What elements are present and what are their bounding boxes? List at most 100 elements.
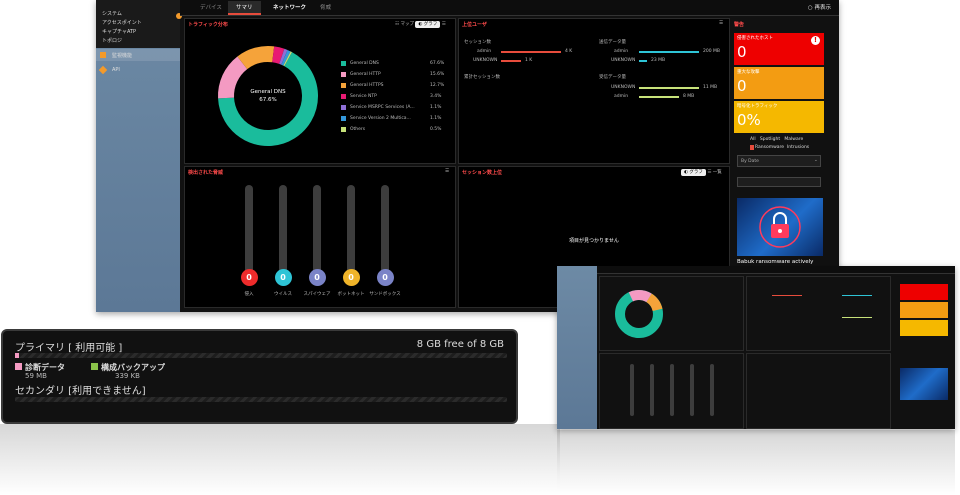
donut-slice-4[interactable] (272, 46, 285, 64)
threat-bar-1 (245, 185, 253, 275)
mini-traffic-panel (599, 276, 744, 351)
donut-slice-6[interactable] (281, 49, 291, 66)
recv-row-2-name: admin (614, 94, 629, 99)
alert-1-value: 0 (737, 43, 747, 61)
chevron-down-icon: ⌄ (814, 158, 818, 163)
session-toggle[interactable]: ◐ グラフ ☰ 一覧 (681, 169, 722, 176)
threat-count-3[interactable]: 0 (308, 269, 326, 286)
legend-label-1[interactable]: General DNS (350, 61, 379, 66)
alert-compromised-hosts[interactable]: 侵害されたホスト 0 ! (734, 33, 824, 65)
legend-label-2[interactable]: General HTTP (350, 72, 381, 77)
mini-news-image (900, 368, 948, 400)
toggle-map[interactable]: マップ (400, 22, 414, 27)
donut-slice-2[interactable] (218, 56, 248, 99)
toggle-graph-label: グラフ (423, 22, 438, 27)
legend-swatch-3 (341, 83, 346, 88)
monitor-icon (100, 52, 106, 58)
sent-row-1-val: 200 MB (703, 49, 720, 54)
sidebar-item-topology[interactable]: トポロジ (102, 38, 123, 44)
legend-swatch-4 (341, 94, 346, 99)
news-tab-malware[interactable]: Malware (784, 137, 804, 142)
legend-label-5[interactable]: Service MSRPC Services (A... (350, 105, 415, 110)
tab-summary[interactable]: サマリ (228, 1, 261, 15)
api-icon (98, 65, 108, 75)
news-sort-label: By Date (741, 159, 759, 164)
secondary-storage-label: セカンダリ [利用できません] (15, 386, 146, 397)
tab-network[interactable]: ネットワーク (273, 5, 307, 11)
help-button[interactable]: ○ 再表示 (808, 3, 831, 11)
session-toggle-graph[interactable]: ◐ グラフ (681, 169, 706, 176)
news-sort-select[interactable]: By Date ⌄ (737, 155, 821, 167)
mini-topbar (597, 266, 955, 274)
news-caption[interactable]: Babuk ransomware actively (737, 259, 814, 265)
legend-swatch-1 (341, 61, 346, 66)
donut-slice-3[interactable] (237, 46, 275, 70)
sidebar-item-monitor[interactable]: 監視機能 (112, 53, 133, 59)
traffic-toggle[interactable]: ☷ マップ ◐ グラフ ☰ (395, 21, 446, 28)
toggle-graph[interactable]: ◐ グラフ (415, 21, 441, 28)
sidebar-row-bg (96, 49, 180, 61)
mini-bar-1 (772, 295, 802, 296)
mini-vbar-4 (690, 364, 694, 416)
sessions-label: セッション数 (464, 40, 491, 45)
menu-icon[interactable]: ☰ (441, 22, 446, 27)
legend-label-7[interactable]: Others (350, 127, 366, 132)
primary-storage-used (15, 353, 19, 358)
legend-label-6[interactable]: Service Version 2 Multica... (350, 116, 411, 121)
legend-value-4: 3.4% (430, 94, 442, 99)
diag-data-swatch (15, 363, 22, 370)
storage-panel: プライマリ [ 利用可能 ] 8 GB free of 8 GB 診断データ 5… (1, 329, 518, 424)
news-image[interactable] (737, 198, 823, 256)
mini-reflection (557, 430, 955, 495)
main-dashboard-screenshot: システム アクセスポイント キャプチャATP トポロジ 監視機能 API デバイ… (96, 0, 839, 312)
news-tabs[interactable]: All Spotlight Malware (750, 137, 803, 142)
sidebar-item-api[interactable]: API (112, 67, 120, 73)
mini-vbar-3 (670, 364, 674, 416)
news-tab-all[interactable]: All (750, 137, 756, 142)
mini-users-panel (746, 276, 891, 351)
news-tabs-2[interactable]: Ransomware Intrusions (750, 145, 809, 150)
session-top-title: セッション数上位 (462, 170, 503, 176)
news-tab-ransomware[interactable]: Ransomware (750, 145, 785, 150)
alerts-title: 警告 (734, 22, 745, 28)
threat-bar-2 (279, 185, 287, 275)
threat-count-5[interactable]: 0 (376, 269, 394, 286)
news-tab-spotlight[interactable]: Spotlight (759, 137, 781, 142)
tab-threat[interactable]: 脅威 (320, 5, 332, 11)
alert-encrypted-traffic[interactable]: 暗号化トラフィック 0% (734, 101, 824, 133)
threat-bar-5 (381, 185, 389, 275)
legend-label-4[interactable]: Service NTP (350, 94, 377, 99)
session-toggle-list[interactable]: 一覧 (712, 170, 722, 175)
sidebar-item-access-point[interactable]: アクセスポイント (102, 20, 142, 26)
legend-value-5: 1.1% (430, 105, 442, 110)
session-toggle-graph-label: グラフ (689, 170, 703, 175)
sidebar-item-system[interactable]: システム (102, 11, 122, 17)
news-tab-intrusions[interactable]: Intrusions (786, 145, 810, 150)
tab-device[interactable]: デバイス (200, 5, 222, 11)
threats-title: 検出された脅威 (188, 170, 224, 176)
donut-slice-7[interactable] (283, 51, 292, 67)
sessions-row-2-bar (501, 60, 521, 62)
sidebar-item-capture-atp[interactable]: キャプチャATP (102, 29, 137, 35)
mini-session-panel (746, 353, 891, 429)
donut-slice-1[interactable] (218, 52, 318, 146)
threats-menu-icon[interactable]: ☰ (445, 169, 450, 174)
diag-data-size: 59 MB (25, 372, 47, 380)
sent-row-2-val: 23 MB (651, 58, 666, 63)
threat-count-2[interactable]: 0 (274, 269, 292, 286)
threat-count-1[interactable]: 0 (240, 269, 258, 286)
list-icon: ☰ (707, 170, 712, 175)
sidebar: システム アクセスポイント キャプチャATP トポロジ 監視機能 API (96, 0, 182, 312)
legend-label-3[interactable]: General HTTPS (350, 83, 384, 88)
lock-icon (759, 206, 801, 248)
top-users-menu-icon[interactable]: ☰ (719, 21, 724, 26)
news-search-input[interactable] (737, 177, 821, 187)
recv-row-1-name: UNKNOWN (611, 85, 636, 90)
config-backup-label: 構成バックアップ (101, 363, 165, 372)
alert-critical-attacks[interactable]: 重大な攻撃 0 (734, 67, 824, 99)
alert-3-label: 暗号化トラフィック (737, 104, 778, 109)
donut-slice-5[interactable] (279, 48, 288, 65)
threat-count-4[interactable]: 0 (342, 269, 360, 286)
legend-value-1: 67.6% (430, 61, 445, 66)
sessions-row-2-name: UNKNOWN (473, 58, 498, 63)
